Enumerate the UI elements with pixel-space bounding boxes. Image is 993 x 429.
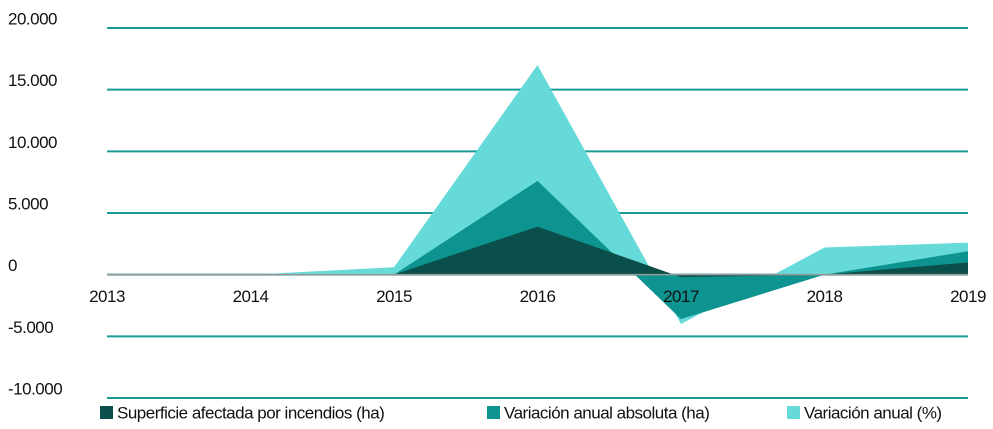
legend-swatch xyxy=(100,406,113,419)
legend-label: Variación anual (%) xyxy=(804,403,942,422)
x-tick-label: 2018 xyxy=(807,287,843,306)
y-tick-label: 15.000 xyxy=(8,71,57,90)
legend-swatch xyxy=(487,406,500,419)
y-tick-label: 0 xyxy=(8,256,17,275)
x-tick-label: 2016 xyxy=(520,287,556,306)
x-tick-label: 2013 xyxy=(89,287,125,306)
y-tick-label: 5.000 xyxy=(8,194,48,213)
legend-label: Superficie afectada por incendios (ha) xyxy=(117,403,384,422)
legend-label: Variación anual absoluta (ha) xyxy=(504,403,709,422)
x-tick-label: 2014 xyxy=(233,287,269,306)
y-tick-label: -5.000 xyxy=(8,318,53,337)
y-tick-label: 20.000 xyxy=(8,9,57,28)
x-tick-label: 2017 xyxy=(663,287,699,306)
x-tick-label: 2015 xyxy=(376,287,412,306)
legend-swatch xyxy=(787,406,800,419)
y-tick-label: -10.000 xyxy=(8,379,62,398)
areas xyxy=(107,65,968,324)
area xyxy=(107,226,968,278)
y-tick-label: 10.000 xyxy=(8,133,57,152)
x-tick-label: 2019 xyxy=(950,287,986,306)
